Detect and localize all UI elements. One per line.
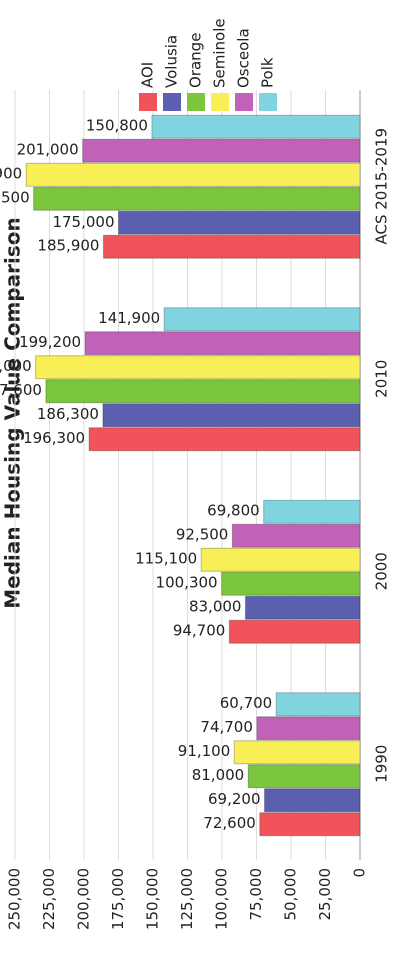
legend-label: AOI [139, 62, 157, 88]
bar [102, 234, 361, 259]
y-tick-label: 225,000 [40, 868, 58, 930]
y-tick-label: 200,000 [75, 868, 93, 930]
legend-swatch [259, 93, 277, 111]
data-label: 83,000 [189, 598, 242, 616]
bar [244, 595, 361, 620]
legend-label: Seminole [211, 18, 229, 88]
bar [33, 186, 361, 211]
y-tick-label: 25,000 [316, 868, 334, 921]
data-label: 74,700 [200, 718, 253, 736]
legend-swatch [163, 93, 181, 111]
bar [163, 307, 361, 332]
data-label: 196,300 [23, 429, 85, 447]
legend-swatch [211, 93, 229, 111]
bar [231, 523, 361, 548]
rotated-chart: Median Housing Value Comparison 0 25,000 5… [0, 18, 391, 930]
data-label: 115,100 [135, 550, 197, 568]
data-label: 199,200 [19, 333, 81, 351]
legend-label: Osceola [235, 28, 253, 88]
data-label: 185,900 [37, 237, 99, 255]
chart-title: Median Housing Value Comparison [1, 217, 25, 609]
bar [233, 740, 361, 765]
data-label: 69,800 [207, 502, 260, 520]
data-label: 201,000 [17, 141, 79, 159]
x-tick-label: 2000 [373, 552, 391, 590]
bar [275, 692, 361, 717]
legend-swatch [235, 93, 253, 111]
bar [200, 547, 361, 572]
legend-label: Volusia [163, 35, 181, 88]
legend-label: Polk [259, 57, 277, 88]
data-label: 81,000 [192, 766, 245, 784]
bar [151, 114, 361, 139]
data-label: 91,100 [178, 742, 231, 760]
y-tick-label: 100,000 [213, 868, 231, 930]
data-label: 175,000 [52, 213, 114, 231]
bar [264, 788, 361, 813]
bar [118, 210, 361, 235]
bar [88, 427, 361, 452]
bar [45, 379, 361, 404]
x-tick-label: 1990 [373, 745, 391, 783]
bar [221, 571, 361, 596]
y-tick-label: 75,000 [247, 868, 265, 921]
bar [35, 355, 361, 380]
bar [102, 403, 361, 428]
data-label: 150,800 [86, 117, 148, 135]
data-label: 235,000 [0, 357, 32, 375]
y-tick-label: 0 [351, 868, 369, 878]
legend-swatch [187, 93, 205, 111]
bar [84, 331, 361, 356]
bar [247, 764, 361, 789]
data-label: 60,700 [220, 694, 273, 712]
bar [228, 619, 361, 644]
data-label: 69,200 [208, 790, 261, 808]
bar [256, 716, 361, 741]
data-label: 236,500 [0, 189, 30, 207]
y-tick-label: 175,000 [109, 868, 127, 930]
data-label: 186,300 [37, 405, 99, 423]
data-label: 72,600 [203, 814, 256, 832]
bar [259, 812, 361, 837]
y-tick-label: 125,000 [178, 868, 196, 930]
data-label: 227,600 [0, 381, 42, 399]
bar [263, 499, 361, 524]
data-label: 141,900 [98, 309, 160, 327]
data-label: 92,500 [176, 526, 229, 544]
bar [82, 138, 361, 163]
bar [25, 162, 361, 187]
y-tick-label: 50,000 [282, 868, 300, 921]
data-label: 100,300 [156, 574, 218, 592]
x-tick-label: 2010 [373, 360, 391, 398]
legend-swatch [139, 93, 157, 111]
legend-label: Orange [187, 33, 205, 88]
x-tick-label: ACS 2015-2019 [373, 128, 391, 245]
data-label: 94,700 [173, 622, 226, 640]
y-tick-label: 250,000 [6, 868, 24, 930]
data-label: 241,900 [0, 165, 22, 183]
y-tick-label: 150,000 [144, 868, 162, 930]
